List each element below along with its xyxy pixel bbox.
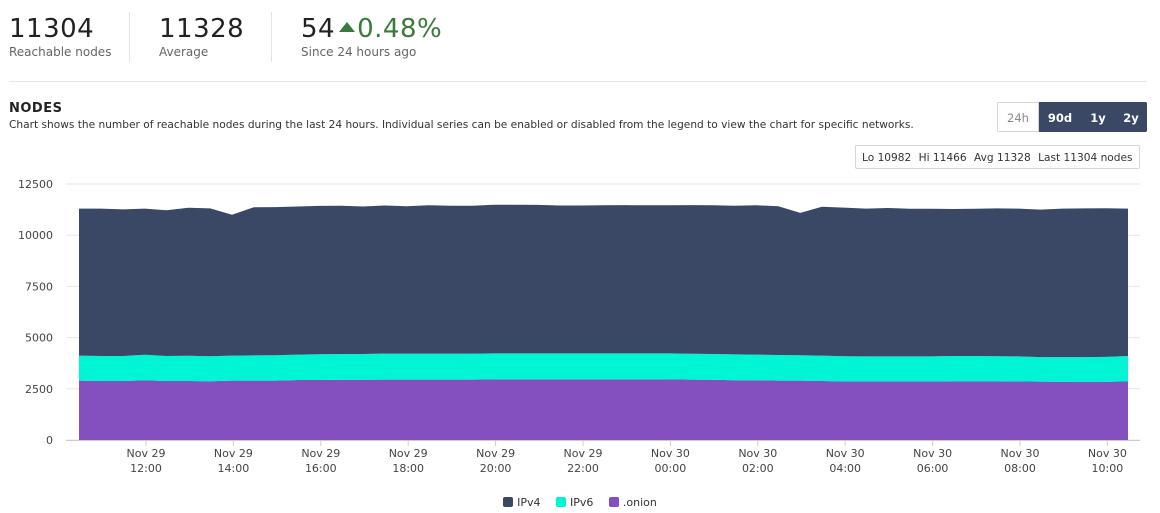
section-divider: [9, 81, 1147, 82]
area-series-ipv6[interactable]: [79, 353, 1128, 382]
range-button-24h[interactable]: 24h: [997, 102, 1039, 132]
legend-item-ipv4[interactable]: IPv4: [503, 496, 541, 509]
x-tick-label-date: Nov 30: [826, 447, 865, 460]
legend-label: IPv6: [570, 496, 594, 509]
legend-item-onion[interactable]: .onion: [608, 496, 657, 509]
y-tick-label: 5000: [25, 332, 53, 345]
x-tick-label-date: Nov 30: [738, 447, 777, 460]
range-button-90d[interactable]: 90d: [1039, 102, 1081, 132]
summary-last: Last 11304 nodes: [1038, 152, 1133, 164]
range-button-group: 24h 90d 1y 2y: [997, 102, 1147, 132]
x-tick-label-time: 20:00: [480, 462, 512, 475]
x-tick-label-time: 08:00: [1004, 462, 1036, 475]
nodes-area-chart[interactable]: 0 2500 5000 7500 10000 12500 Nov 29 12:00 Nov 29…: [0, 170, 1160, 490]
stat-value-row: 54 0.48%: [301, 14, 442, 44]
x-tick-label-date: Nov 30: [913, 447, 952, 460]
x-tick-label-time: 06:00: [917, 462, 949, 475]
area-series-ipv4[interactable]: [79, 204, 1128, 358]
legend-item-ipv6[interactable]: IPv6: [556, 496, 593, 509]
y-tick-label: 10000: [18, 229, 53, 242]
section-title: NODES: [9, 101, 63, 116]
x-tick-label-date: Nov 29: [301, 447, 340, 460]
y-tick-label: 0: [46, 434, 53, 447]
summary-lo: Lo 10982: [862, 152, 912, 164]
x-tick-label-time: 22:00: [567, 462, 599, 475]
x-tick-label-date: Nov 29: [564, 447, 603, 460]
legend-swatch-onion: [608, 497, 619, 507]
stat-value: 11304: [9, 14, 95, 44]
stat-divider: [129, 12, 130, 62]
x-tick-label-time: 04:00: [829, 462, 861, 475]
x-tick-label-time: 10:00: [1092, 462, 1124, 475]
legend-swatch-ipv4: [503, 497, 514, 507]
x-tick-label-date: Nov 29: [389, 447, 428, 460]
stat-change-percent: 0.48%: [357, 14, 443, 44]
legend-label: .onion: [622, 496, 657, 509]
stat-divider: [271, 12, 272, 62]
x-tick-label-date: Nov 30: [1001, 447, 1040, 460]
x-tick-label-time: 16:00: [305, 462, 337, 475]
x-tick-label-date: Nov 29: [127, 447, 166, 460]
stat-value: 11328: [159, 14, 245, 44]
y-tick-label: 2500: [25, 383, 53, 396]
stat-label: Since 24 hours ago: [301, 45, 417, 59]
x-tick-label-date: Nov 29: [476, 447, 515, 460]
x-tick-label-time: 14:00: [218, 462, 250, 475]
range-button-2y[interactable]: 2y: [1115, 102, 1147, 132]
legend-swatch-ipv6: [556, 497, 567, 507]
x-tick-label-date: Nov 29: [214, 447, 253, 460]
stat-reachable-nodes: 11304 Reachable nodes: [9, 14, 111, 59]
x-tick-label-time: 12:00: [130, 462, 162, 475]
stat-label: Average: [159, 45, 209, 59]
y-tick-label: 7500: [25, 280, 53, 293]
x-tick-label-time: 02:00: [742, 462, 774, 475]
stat-label: Reachable nodes: [9, 45, 112, 59]
x-tick-label-date: Nov 30: [1088, 447, 1127, 460]
legend-label: IPv4: [517, 496, 541, 509]
x-tick-label-time: 00:00: [655, 462, 687, 475]
section-description: Chart shows the number of reachable node…: [9, 119, 914, 131]
arrow-up-icon: [339, 21, 356, 32]
summary-hi: Hi 11466: [918, 152, 967, 164]
y-tick-label: 12500: [18, 178, 53, 191]
range-button-1y[interactable]: 1y: [1081, 102, 1115, 132]
chart-summary: Lo 10982 Hi 11466 Avg 11328 Last 11304 n…: [855, 145, 1140, 169]
stat-change: 54 0.48% Since 24 hours ago: [301, 14, 442, 59]
x-tick-label-date: Nov 30: [651, 447, 690, 460]
x-tick-label-time: 18:00: [392, 462, 424, 475]
chart-legend: IPv4 IPv6 .onion: [0, 496, 1160, 509]
stat-average: 11328 Average: [159, 14, 244, 59]
stats-bar: 11304 Reachable nodes 11328 Average 54 0.…: [0, 0, 1160, 82]
stat-change-count: 54: [301, 14, 336, 44]
summary-avg: Avg 11328: [974, 152, 1031, 164]
area-series-onion[interactable]: [79, 379, 1128, 440]
